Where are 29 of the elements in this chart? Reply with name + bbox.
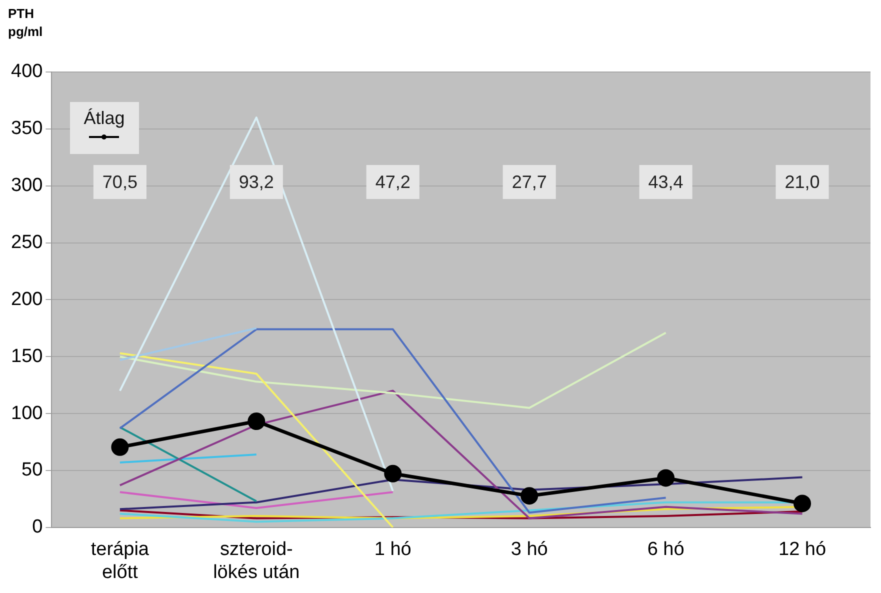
point <box>384 464 402 482</box>
text: Átlag <box>84 108 125 129</box>
y-tick-label: 200 <box>11 288 43 310</box>
y-tick-label: 50 <box>22 460 43 481</box>
point <box>657 469 675 487</box>
point <box>794 494 812 512</box>
y-axis-title: PTH pg/ml <box>8 6 43 40</box>
y-tick-label: 250 <box>11 232 43 254</box>
y-tick-label: 150 <box>11 346 43 367</box>
point <box>111 438 129 456</box>
x-tick-label: 1 hó <box>374 539 412 560</box>
annotation: 21,0 <box>784 172 820 192</box>
annotation: 47,2 <box>375 172 410 192</box>
y-tick-label: 100 <box>11 402 43 424</box>
x-tick-label: terápia előtt <box>90 539 150 583</box>
x-tick-label: szteroid- lökés után <box>213 539 300 583</box>
x-tick-label: 6 hó <box>647 539 684 560</box>
y-tick-label: 350 <box>11 118 43 140</box>
point <box>248 412 266 430</box>
annotation: 43,4 <box>648 172 684 192</box>
x-tick-label: 12 hó <box>778 539 826 560</box>
y-tick-label: 300 <box>11 175 43 196</box>
y-tick-label: 400 <box>11 61 43 82</box>
x-tick-label: 3 hó <box>510 539 548 560</box>
y-tick-label: 0 <box>32 516 43 538</box>
annotation: 93,2 <box>238 172 274 192</box>
annotation: 70,5 <box>102 172 138 192</box>
point <box>520 487 538 505</box>
annotation: 27,7 <box>512 172 547 192</box>
